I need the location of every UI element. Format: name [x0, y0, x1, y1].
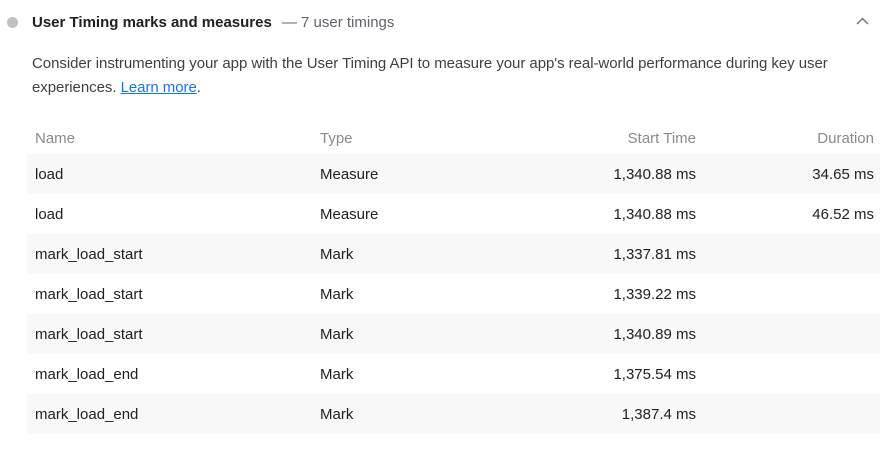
cell-name: mark_load_end — [35, 405, 139, 423]
table-row: mark_load_start Mark 1,337.81 ms — [27, 234, 880, 274]
audit-summary: — 7 user timings — [281, 13, 395, 31]
cell-duration — [701, 314, 880, 354]
table-row: load Measure 1,340.88 ms 34.65 ms — [27, 154, 880, 194]
cell-type: Mark — [320, 365, 354, 383]
audit-description: Consider instrumenting your app with the… — [32, 52, 880, 100]
cell-name: mark_load_end — [35, 365, 139, 383]
cell-duration — [701, 274, 880, 314]
description-text: Consider instrumenting your app with the… — [32, 55, 828, 96]
cell-type: Mark — [320, 285, 354, 303]
description-period: . — [196, 79, 201, 96]
table-row: mark_load_start Mark 1,340.89 ms — [27, 314, 880, 354]
cell-name: mark_load_start — [35, 245, 143, 263]
column-header-name: Name — [35, 129, 76, 147]
cell-start-time: 1,337.81 ms — [613, 245, 696, 263]
cell-start-time: 1,340.88 ms — [613, 165, 696, 183]
cell-start-time: 1,340.89 ms — [613, 325, 696, 343]
cell-name: load — [35, 205, 64, 223]
table-row: mark_load_end Mark 1,375.54 ms — [27, 354, 880, 394]
table-row: mark_load_end Mark 1,387.4 ms — [27, 394, 880, 434]
cell-type: Mark — [320, 405, 354, 423]
cell-name: mark_load_start — [35, 325, 143, 343]
cell-duration: 46.52 ms — [812, 205, 874, 223]
cell-name: mark_load_start — [35, 285, 143, 303]
table-body: load Measure 1,340.88 ms 34.65 ms load Measur… — [27, 154, 880, 434]
audit-title: User Timing marks and measures — [32, 13, 272, 31]
user-timing-audit: User Timing marks and measures — 7 user … — [0, 10, 880, 434]
column-header-type: Type — [320, 129, 353, 147]
score-dot-icon — [7, 16, 18, 28]
cell-start-time: 1,340.88 ms — [613, 205, 696, 223]
cell-type: Mark — [320, 245, 354, 263]
user-timings-table: Name Type Start Time Duration load Measur… — [27, 122, 880, 434]
column-header-duration: Duration — [817, 129, 874, 147]
cell-type: Measure — [320, 205, 379, 223]
cell-start-time: 1,375.54 ms — [613, 365, 696, 383]
cell-type: Mark — [320, 325, 354, 343]
cell-start-time: 1,387.4 ms — [621, 405, 696, 423]
chevron-up-icon[interactable] — [854, 13, 870, 29]
column-header-start-time: Start Time — [627, 129, 696, 147]
cell-name: load — [35, 165, 64, 183]
table-header-row: Name Type Start Time Duration — [27, 122, 880, 154]
learn-more-link[interactable]: Learn more — [120, 79, 197, 96]
table-row: load Measure 1,340.88 ms 46.52 ms — [27, 194, 880, 234]
cell-duration: 34.65 ms — [812, 165, 874, 183]
cell-type: Measure — [320, 165, 379, 183]
table-row: mark_load_start Mark 1,339.22 ms — [27, 274, 880, 314]
cell-duration — [701, 394, 880, 434]
cell-duration — [701, 354, 880, 394]
cell-duration — [701, 234, 880, 274]
cell-start-time: 1,339.22 ms — [613, 285, 696, 303]
audit-header[interactable]: User Timing marks and measures — 7 user … — [7, 10, 872, 34]
